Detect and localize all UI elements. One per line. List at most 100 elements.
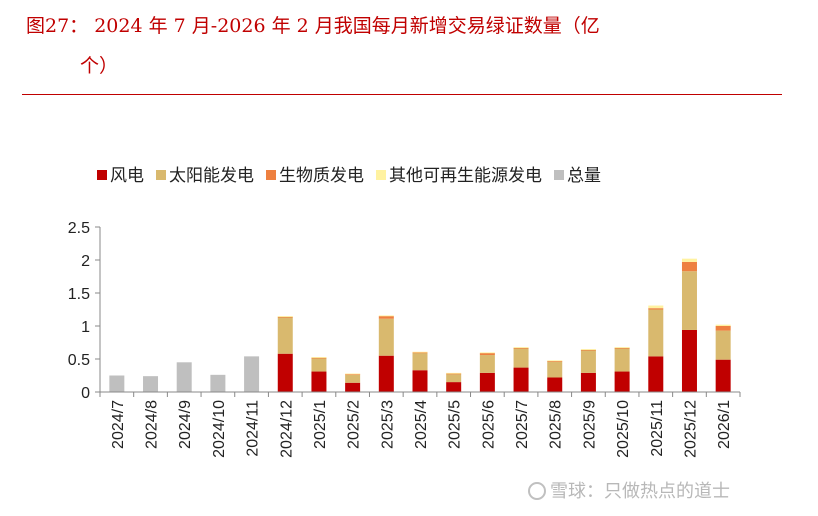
chart-legend: 风电 太阳能发电 生物质发电 其他可再生能源发电 总量 <box>97 166 601 186</box>
bar-segment-2 <box>345 374 361 375</box>
bar-segment-0 <box>412 370 428 392</box>
bar-segment-3 <box>345 373 361 375</box>
y-tick-label: 1 <box>81 319 90 336</box>
x-tick-label: 2024/12 <box>278 400 295 458</box>
x-tick-label: 2025/4 <box>413 400 430 449</box>
legend-swatch-2 <box>266 170 276 180</box>
legend-label-4: 总量 <box>567 166 601 186</box>
legend-swatch-0 <box>97 170 107 180</box>
bar-segment-0 <box>513 367 529 392</box>
bar-segment-2 <box>580 349 596 351</box>
bar-segment-2 <box>715 326 731 331</box>
bar-segment-0 <box>446 382 462 392</box>
x-tick-label: 2025/11 <box>649 400 666 457</box>
legend-swatch-3 <box>376 170 386 180</box>
bar-segment-1 <box>412 353 428 371</box>
x-tick-label: 2024/11 <box>245 400 262 457</box>
x-tick-label: 2024/10 <box>211 400 228 458</box>
bar-segment-4 <box>244 356 260 392</box>
watermark: 雪球：只做热点的道士 <box>528 477 730 503</box>
bar-segment-1 <box>311 358 327 372</box>
bar-segment-3 <box>580 349 596 350</box>
bar-segment-1 <box>547 361 563 378</box>
bar-segment-0 <box>378 355 394 392</box>
x-tick-label: 2025/8 <box>548 400 565 449</box>
bar-segment-4 <box>143 376 159 392</box>
bar-segment-0 <box>614 371 630 392</box>
y-tick-label: 0 <box>81 385 90 402</box>
y-axis: 0 0.5 1 1.5 2 2.5 <box>68 220 101 402</box>
title-divider <box>22 94 782 95</box>
legend-label-0: 风电 <box>110 166 144 186</box>
x-tick-label: 2025/12 <box>682 400 699 458</box>
y-tick-label: 2.5 <box>68 220 90 237</box>
x-tick-label: 2024/8 <box>144 400 161 449</box>
bar-segment-0 <box>648 356 664 392</box>
bar-segment-3 <box>378 315 394 317</box>
bar-segment-3 <box>412 351 428 353</box>
bar-segment-1 <box>378 318 394 356</box>
figure-title-line1: 图27： 2024 年 7 月-2026 年 2 月我国每月新增交易绿证数量（亿 <box>26 15 600 37</box>
bar-segment-1 <box>513 348 529 368</box>
x-tick-label: 2024/9 <box>177 400 194 449</box>
bar-segment-2 <box>513 347 529 349</box>
x-tick-label: 2025/9 <box>581 400 598 449</box>
bar-segment-4 <box>176 362 192 392</box>
bar-segment-2 <box>681 261 697 272</box>
x-tick-label: 2025/3 <box>379 400 396 449</box>
x-tick-label: 2024/7 <box>110 400 127 449</box>
legend-swatch-1 <box>156 170 166 180</box>
bar-segment-0 <box>681 329 697 392</box>
x-tick-label: 2025/1 <box>312 400 329 449</box>
x-tick-label: 2025/2 <box>346 400 363 449</box>
bar-segment-4 <box>109 375 125 392</box>
bar-segment-2 <box>277 316 293 318</box>
bar-segment-0 <box>715 359 731 392</box>
bar-segment-2 <box>547 360 563 362</box>
y-tick-label: 0.5 <box>68 352 90 369</box>
x-tick-label: 2025/6 <box>480 400 497 449</box>
bar-segment-0 <box>311 371 327 392</box>
bar-segment-1 <box>580 350 596 373</box>
bar-segment-2 <box>479 353 495 356</box>
legend-label-3: 其他可再生能源发电 <box>389 166 542 186</box>
bar-segment-3 <box>648 305 664 309</box>
bar-segment-1 <box>446 374 462 383</box>
bar-segment-1 <box>715 330 731 360</box>
bar-segment-1 <box>479 355 495 373</box>
legend-label-2: 生物质发电 <box>279 166 364 186</box>
bar-segment-3 <box>547 360 563 362</box>
x-tick-label: 2025/7 <box>514 400 531 449</box>
bar-segment-0 <box>547 377 563 392</box>
x-tick-label: 2026/1 <box>716 400 733 449</box>
bar-segment-3 <box>715 324 731 326</box>
bar-segment-0 <box>479 372 495 392</box>
legend-swatch-4 <box>554 170 564 180</box>
bar-segment-3 <box>311 357 327 358</box>
bar-segment-2 <box>311 357 327 359</box>
bar-segment-1 <box>614 348 630 372</box>
watermark-text: 雪球：只做热点的道士 <box>550 481 730 502</box>
snowball-logo-icon <box>528 482 546 500</box>
bar-series <box>109 258 731 392</box>
x-tick-label: 2025/5 <box>447 400 464 449</box>
bar-segment-0 <box>277 353 293 392</box>
bar-segment-3 <box>277 316 293 317</box>
bar-segment-1 <box>345 374 361 383</box>
bar-segment-4 <box>210 374 226 392</box>
bar-segment-1 <box>277 317 293 354</box>
bar-segment-3 <box>513 347 529 348</box>
legend-label-1: 太阳能发电 <box>169 166 254 186</box>
bar-segment-3 <box>614 347 630 348</box>
bar-segment-2 <box>412 352 428 354</box>
bar-segment-3 <box>479 352 495 354</box>
bar-segment-0 <box>345 382 361 392</box>
bar-segment-2 <box>378 316 394 319</box>
bar-segment-2 <box>446 373 462 375</box>
y-tick-label: 1.5 <box>68 286 90 303</box>
bar-segment-3 <box>446 372 462 374</box>
x-tick-label: 2025/10 <box>615 400 632 458</box>
bar-segment-2 <box>614 347 630 349</box>
bar-segment-3 <box>681 258 697 262</box>
